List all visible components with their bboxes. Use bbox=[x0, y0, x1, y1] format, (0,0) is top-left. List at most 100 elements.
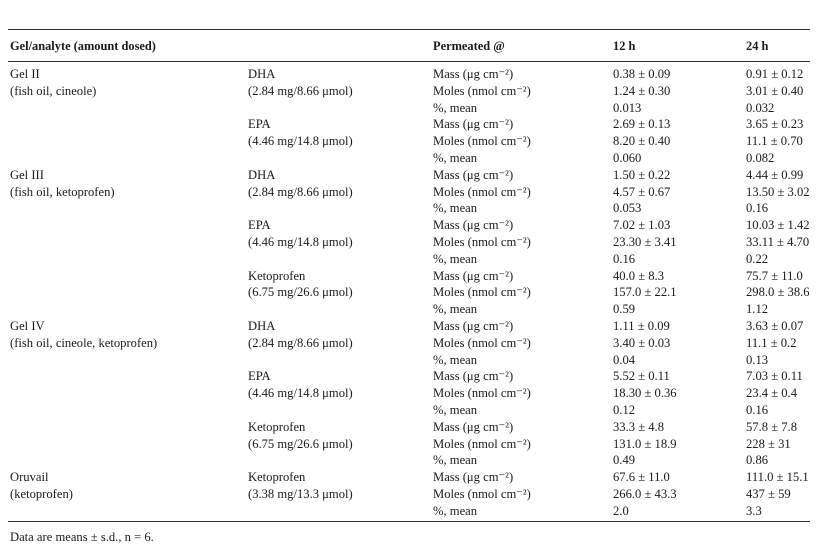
value-12h-cell: 1.11 ± 0.09 bbox=[613, 318, 670, 333]
analyte-cell: DHA bbox=[248, 67, 276, 81]
value-12h-cell: 0.053 bbox=[613, 201, 642, 216]
analyte-cell: DHA bbox=[248, 318, 276, 333]
table-row: Gel II DHA Mass (μg cm⁻²) 0.38 ± 0.09 0.91 ±… bbox=[0, 66, 820, 83]
table-row: EPA Mass (μg cm⁻²) 2.69 ± 0.13 3.65 ± 0.23 bbox=[0, 116, 820, 133]
value-12h-cell: 33.3 ± 4.8 bbox=[613, 419, 664, 434]
table-row: Gel III DHA Mass (μg cm⁻²) 1.50 ± 0.22 4.44 … bbox=[0, 167, 820, 184]
table-row: (4.46 mg/14.8 μmol) Moles (nmol cm⁻²) 8.20… bbox=[0, 133, 820, 150]
value-24h-cell: 7.03 ± 0.11 bbox=[746, 369, 803, 384]
table-row: %, mean 2.0 3.3 bbox=[0, 503, 820, 520]
table-footnote: Data are means ± s.d., n = 6. bbox=[10, 530, 154, 544]
value-24h-cell: 0.22 bbox=[746, 251, 769, 266]
value-12h-cell: 4.57 ± 0.67 bbox=[613, 184, 671, 199]
table-row: (4.46 mg/14.8 μmol) Moles (nmol cm⁻²) 18.3… bbox=[0, 385, 820, 402]
value-24h-cell: 33.11 ± 4.70 bbox=[746, 234, 810, 249]
table-body: Gel II DHA Mass (μg cm⁻²) 0.38 ± 0.09 0.91 ±… bbox=[0, 66, 820, 520]
value-12h-cell: 18.30 ± 0.36 bbox=[613, 386, 677, 401]
analyte-cell: (2.84 mg/8.66 μmol) bbox=[248, 335, 353, 350]
value-12h-cell: 0.59 bbox=[613, 302, 636, 317]
table-row: %, mean 0.49 0.86 bbox=[0, 452, 820, 469]
table-row: Gel IV DHA Mass (μg cm⁻²) 1.11 ± 0.09 3.63 ±… bbox=[0, 318, 820, 335]
table-row: %, mean 0.053 0.16 bbox=[0, 200, 820, 217]
measure-cell: Mass (μg cm⁻²) bbox=[433, 470, 514, 485]
value-12h-cell: 3.40 ± 0.03 bbox=[613, 335, 671, 350]
table-row: (fish oil, cineole) (2.84 mg/8.66 μmol) Mo… bbox=[0, 83, 820, 100]
measure-cell: %, mean bbox=[433, 503, 478, 518]
gel-cell: (fish oil, ketoprofen) bbox=[10, 184, 115, 199]
value-24h-cell: 228 ± 31 bbox=[746, 436, 791, 451]
table-row: (fish oil, ketoprofen) (2.84 mg/8.66 μmol… bbox=[0, 184, 820, 201]
value-12h-cell: 0.49 bbox=[613, 453, 636, 468]
value-24h-cell: 23.4 ± 0.4 bbox=[746, 386, 797, 401]
value-24h-cell: 3.65 ± 0.23 bbox=[746, 117, 804, 132]
measure-cell: Moles (nmol cm⁻²) bbox=[433, 285, 531, 300]
value-24h-cell: 0.032 bbox=[746, 100, 775, 115]
value-12h-cell: 2.69 ± 0.13 bbox=[613, 117, 671, 132]
value-24h-cell: 111.0 ± 15.1 bbox=[746, 470, 809, 485]
value-12h-cell: 131.0 ± 18.9 bbox=[613, 436, 677, 451]
measure-cell: Moles (nmol cm⁻²) bbox=[433, 386, 531, 401]
value-24h-cell: 437 ± 59 bbox=[746, 486, 791, 501]
measure-cell: %, mean bbox=[433, 402, 478, 417]
value-12h-cell: 266.0 ± 43.3 bbox=[613, 486, 677, 501]
analyte-cell: (3.38 mg/13.3 μmol) bbox=[248, 486, 353, 501]
analyte-cell: DHA bbox=[248, 167, 276, 182]
table-row: Oruvail Ketoprofen Mass (μg cm⁻²) 67.6 ± 11… bbox=[0, 469, 820, 486]
value-24h-cell: 11.1 ± 0.2 bbox=[746, 335, 797, 350]
value-12h-cell: 0.060 bbox=[613, 150, 642, 165]
table-row: (fish oil, cineole, ketoprofen) (2.84 mg/… bbox=[0, 335, 820, 352]
measure-cell: Mass (μg cm⁻²) bbox=[433, 117, 514, 132]
measure-cell: Mass (μg cm⁻²) bbox=[433, 318, 514, 333]
measure-cell: Moles (nmol cm⁻²) bbox=[433, 134, 531, 149]
measure-cell: %, mean bbox=[433, 251, 478, 266]
analyte-cell: (6.75 mg/26.6 μmol) bbox=[248, 436, 353, 451]
value-24h-cell: 10.03 ± 1.42 bbox=[746, 218, 810, 233]
gel-cell: (fish oil, cineole) bbox=[10, 83, 97, 98]
value-12h-cell: 8.20 ± 0.40 bbox=[613, 134, 671, 149]
table-row: %, mean 0.59 1.12 bbox=[0, 301, 820, 318]
measure-cell: Mass (μg cm⁻²) bbox=[433, 218, 514, 233]
analyte-cell: EPA bbox=[248, 117, 271, 132]
value-24h-cell: 0.082 bbox=[746, 150, 775, 165]
table-row: %, mean 0.060 0.082 bbox=[0, 150, 820, 167]
analyte-cell: (4.46 mg/14.8 μmol) bbox=[248, 134, 353, 149]
value-24h-cell: 1.12 bbox=[746, 302, 769, 317]
value-12h-cell: 0.04 bbox=[613, 352, 636, 367]
value-24h-cell: 13.50 ± 3.02 bbox=[746, 184, 810, 199]
value-24h-cell: 3.63 ± 0.07 bbox=[746, 318, 804, 333]
measure-cell: Mass (μg cm⁻²) bbox=[433, 268, 514, 283]
measure-cell: Mass (μg cm⁻²) bbox=[433, 419, 514, 434]
value-24h-cell: 75.7 ± 11.0 bbox=[746, 268, 803, 283]
header-12h: 12 h bbox=[613, 39, 636, 53]
value-12h-cell: 0.013 bbox=[613, 100, 642, 115]
measure-cell: %, mean bbox=[433, 150, 478, 165]
measure-cell: Moles (nmol cm⁻²) bbox=[433, 486, 531, 501]
value-24h-cell: 298.0 ± 38.6 bbox=[746, 285, 810, 300]
gel-cell: (ketoprofen) bbox=[10, 486, 73, 501]
value-24h-cell: 0.16 bbox=[746, 402, 769, 417]
analyte-cell: EPA bbox=[248, 218, 271, 233]
analyte-cell: Ketoprofen bbox=[248, 419, 306, 434]
measure-cell: Moles (nmol cm⁻²) bbox=[433, 83, 531, 98]
value-12h-cell: 1.50 ± 0.22 bbox=[613, 167, 671, 182]
value-12h-cell: 2.0 bbox=[613, 503, 629, 518]
value-12h-cell: 157.0 ± 22.1 bbox=[613, 285, 677, 300]
header-24h: 24 h bbox=[746, 39, 769, 53]
top-rule bbox=[8, 29, 810, 30]
value-12h-cell: 40.0 ± 8.3 bbox=[613, 268, 664, 283]
measure-cell: Mass (μg cm⁻²) bbox=[433, 167, 514, 182]
header-gel-analyte: Gel/analyte (amount dosed) bbox=[10, 39, 156, 53]
analyte-cell: EPA bbox=[248, 369, 271, 384]
gel-cell: Gel III bbox=[10, 167, 44, 182]
value-12h-cell: 0.12 bbox=[613, 402, 636, 417]
table-row: (ketoprofen) (3.38 mg/13.3 μmol) Moles (nm… bbox=[0, 486, 820, 503]
measure-cell: %, mean bbox=[433, 453, 478, 468]
table-row: (6.75 mg/26.6 μmol) Moles (nmol cm⁻²) 157.… bbox=[0, 284, 820, 301]
analyte-cell: Ketoprofen bbox=[248, 470, 306, 485]
analyte-cell: (2.84 mg/8.66 μmol) bbox=[248, 184, 353, 199]
value-24h-cell: 57.8 ± 7.8 bbox=[746, 419, 797, 434]
value-12h-cell: 0.38 ± 0.09 bbox=[613, 67, 671, 81]
gel-cell: (fish oil, cineole, ketoprofen) bbox=[10, 335, 158, 350]
table-row: %, mean 0.04 0.13 bbox=[0, 352, 820, 369]
table-row: (4.46 mg/14.8 μmol) Moles (nmol cm⁻²) 23.3… bbox=[0, 234, 820, 251]
